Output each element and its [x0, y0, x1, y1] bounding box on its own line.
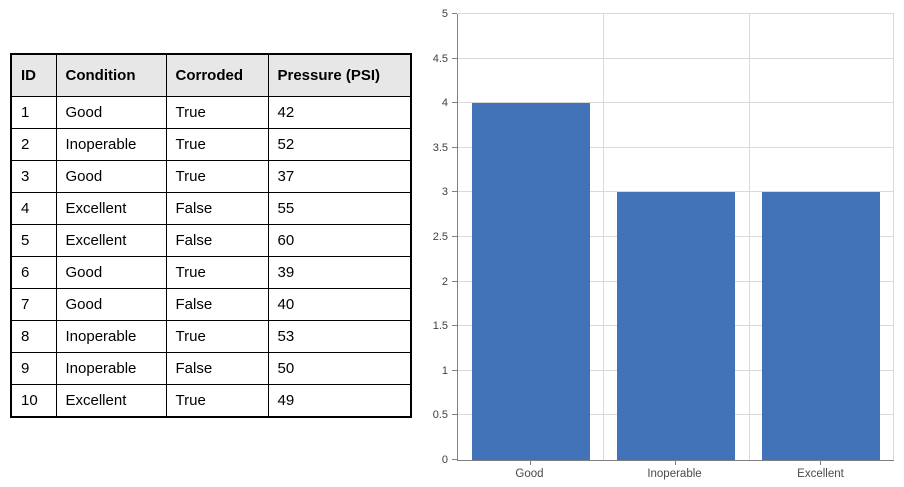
table-cell: 1: [10, 96, 57, 129]
table-cell: 10: [10, 384, 57, 418]
table-cell: False: [165, 224, 269, 257]
table-cell: Excellent: [55, 224, 167, 257]
x-axis-category-label: Good: [515, 468, 544, 480]
x-axis-tick: [675, 461, 676, 465]
table-cell: 42: [267, 96, 412, 129]
y-axis-tick-label: 3.5: [432, 142, 448, 154]
y-axis-tick: [452, 58, 457, 59]
table-header-row: ID Condition Corroded Pressure (PSI): [10, 53, 412, 97]
table-cell: False: [165, 352, 269, 385]
table-row: 4 Excellent False 55: [10, 192, 412, 225]
bar-good: [472, 103, 590, 460]
table-cell: Good: [55, 160, 167, 193]
bar-inoperable: [617, 192, 735, 460]
y-axis-tick: [452, 236, 457, 237]
y-axis-tick: [452, 414, 457, 415]
table-cell: False: [165, 192, 269, 225]
table-cell: 7: [10, 288, 57, 321]
table-cell: Inoperable: [55, 128, 167, 161]
column-header-condition: Condition: [55, 53, 167, 97]
y-axis-tick-label: 0: [441, 454, 448, 466]
y-axis-tick: [452, 281, 457, 282]
y-axis-tick: [452, 102, 457, 103]
table-cell: True: [165, 160, 269, 193]
pipe-inspection-table: ID Condition Corroded Pressure (PSI) 1 Good T…: [10, 53, 412, 418]
vertical-gridline: [603, 14, 604, 460]
table-cell: 55: [267, 192, 412, 225]
table-cell: Inoperable: [55, 352, 167, 385]
y-axis-tick: [452, 191, 457, 192]
horizontal-gridline: [458, 58, 894, 59]
table-cell: Good: [55, 96, 167, 129]
y-axis-tick-label: 1: [441, 365, 448, 377]
column-header-id: ID: [10, 53, 57, 97]
table-cell: False: [165, 288, 269, 321]
table-cell: True: [165, 384, 269, 418]
table-row: 5 Excellent False 60: [10, 224, 412, 257]
table-cell: 40: [267, 288, 412, 321]
table-cell: 53: [267, 320, 412, 353]
table-row: 3 Good True 37: [10, 160, 412, 193]
y-axis-tick-label: 1.5: [432, 320, 448, 332]
table-cell: True: [165, 96, 269, 129]
table-cell: 3: [10, 160, 57, 193]
vertical-gridline: [893, 14, 894, 460]
table-cell: 6: [10, 256, 57, 289]
table-cell: 60: [267, 224, 412, 257]
table-cell: 49: [267, 384, 412, 418]
x-axis-tick: [820, 461, 821, 465]
x-axis-category-label: Inoperable: [647, 468, 702, 480]
x-axis-tick: [530, 461, 531, 465]
table-cell: Good: [55, 288, 167, 321]
table-cell: 50: [267, 352, 412, 385]
table-row: 9 Inoperable False 50: [10, 352, 412, 385]
table-cell: 5: [10, 224, 57, 257]
table-cell: 2: [10, 128, 57, 161]
table-row: 1 Good True 42: [10, 96, 412, 129]
y-axis-tick-label: 3: [441, 186, 448, 198]
table-cell: 37: [267, 160, 412, 193]
bar-excellent: [762, 192, 880, 460]
table-row: 2 Inoperable True 52: [10, 128, 412, 161]
table-cell: Inoperable: [55, 320, 167, 353]
chart-plot-area: [457, 13, 894, 461]
table-row: 7 Good False 40: [10, 288, 412, 321]
y-axis-tick-label: 4.5: [432, 53, 448, 65]
table-cell: Good: [55, 256, 167, 289]
table-row: 6 Good True 39: [10, 256, 412, 289]
vertical-gridline: [749, 14, 750, 460]
y-axis-tick: [452, 459, 457, 460]
y-axis-tick: [452, 370, 457, 371]
bar-chart: 0 0.5 1 1.5 2 2.5 3 3.5 4 4.5 5 Good Inoperable Excel…: [420, 0, 904, 487]
y-axis-tick-label: 2.5: [432, 231, 448, 243]
table-cell: 52: [267, 128, 412, 161]
y-axis-tick-label: 5: [441, 8, 448, 20]
table-row: 8 Inoperable True 53: [10, 320, 412, 353]
table-cell: 4: [10, 192, 57, 225]
y-axis-tick-label: 0.5: [432, 409, 448, 421]
table-body: 1 Good True 42 2 Inoperable True 52 3 Good True 37 4…: [10, 96, 412, 418]
table-cell: True: [165, 320, 269, 353]
table-cell: True: [165, 256, 269, 289]
table-cell: Excellent: [55, 384, 167, 418]
y-axis-tick: [452, 325, 457, 326]
table-cell: 39: [267, 256, 412, 289]
x-axis-category-label: Excellent: [797, 468, 844, 480]
table-cell: 9: [10, 352, 57, 385]
y-axis-tick: [452, 147, 457, 148]
y-axis-tick-label: 4: [441, 97, 448, 109]
table-cell: True: [165, 128, 269, 161]
y-axis-tick-label: 2: [441, 276, 448, 288]
table-cell: 8: [10, 320, 57, 353]
horizontal-gridline: [458, 191, 894, 192]
y-axis-tick: [452, 13, 457, 14]
horizontal-gridline: [458, 147, 894, 148]
table-cell: Excellent: [55, 192, 167, 225]
column-header-corroded: Corroded: [165, 53, 269, 97]
horizontal-gridline: [458, 13, 894, 14]
table-row: 10 Excellent True 49: [10, 384, 412, 418]
column-header-pressure-psi: Pressure (PSI): [267, 53, 412, 97]
horizontal-gridline: [458, 102, 894, 103]
